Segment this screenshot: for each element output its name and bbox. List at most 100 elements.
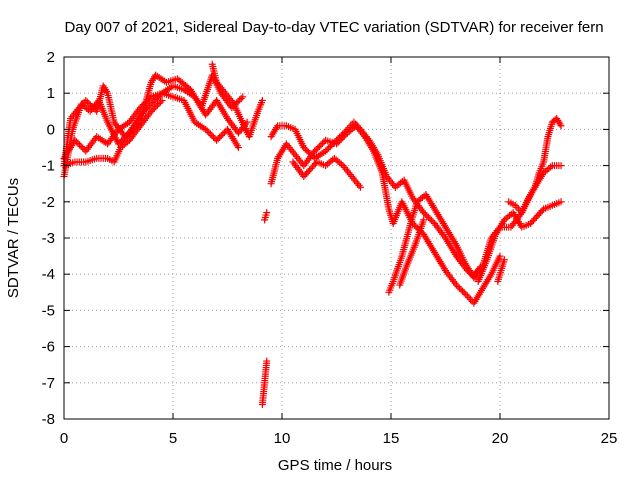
- data-point: [424, 213, 432, 221]
- data-point: [263, 357, 271, 365]
- data-point: [147, 107, 155, 115]
- data-point: [82, 96, 90, 104]
- data-point: [149, 99, 157, 107]
- data-point: [71, 136, 79, 144]
- data-point: [557, 122, 565, 130]
- data-point: [322, 147, 330, 155]
- data-point: [303, 147, 311, 155]
- data-point: [209, 133, 217, 141]
- data-point: [206, 130, 214, 138]
- data-point: [410, 221, 418, 229]
- data-point: [219, 130, 227, 138]
- data-point: [496, 252, 504, 260]
- x-axis-label: GPS time / hours: [278, 457, 392, 474]
- data-point: [122, 132, 130, 140]
- data-point: [320, 138, 328, 146]
- data-point: [152, 103, 160, 111]
- data-point: [139, 101, 147, 109]
- data-point: [420, 216, 428, 224]
- y-tick-label: -5: [42, 302, 55, 319]
- data-point: [144, 96, 152, 104]
- data-point: [141, 106, 149, 114]
- data-point: [150, 97, 158, 105]
- data-point: [336, 137, 344, 145]
- series-track-c: [60, 89, 242, 162]
- data-point: [312, 146, 320, 154]
- data-point: [325, 144, 333, 152]
- data-point: [115, 140, 122, 148]
- y-tick-label: 0: [47, 121, 55, 138]
- data-point: [460, 289, 468, 297]
- data-point: [216, 133, 224, 141]
- grid-lines: [64, 57, 609, 419]
- data-point: [74, 139, 82, 147]
- data-point: [144, 103, 152, 111]
- y-tick-label: 1: [47, 85, 55, 102]
- series-track-i: [267, 122, 504, 307]
- data-point: [239, 93, 247, 101]
- y-tick-label: -1: [42, 158, 55, 175]
- data-point: [150, 104, 158, 112]
- x-tick-label: 0: [60, 430, 68, 447]
- data-point: [153, 101, 161, 109]
- data-point: [149, 106, 157, 114]
- series-track-e: [208, 60, 266, 141]
- data-point: [208, 132, 216, 140]
- data-point: [426, 215, 434, 223]
- x-tick-label: 15: [383, 430, 400, 447]
- data-point: [72, 138, 80, 146]
- data-point: [234, 144, 242, 151]
- data-point: [205, 129, 213, 137]
- data-point: [85, 100, 93, 108]
- data-point: [146, 94, 154, 102]
- data-point: [356, 183, 364, 191]
- data-point: [323, 146, 331, 154]
- series-track-j: [289, 154, 364, 191]
- data-point: [237, 94, 245, 102]
- data-point: [147, 100, 155, 108]
- data-point: [236, 96, 244, 104]
- data-point: [538, 207, 546, 215]
- data-point: [420, 209, 428, 217]
- chart-title: Day 007 of 2021, Sidereal Day-to-day VTE…: [64, 19, 603, 36]
- data-point: [157, 98, 165, 106]
- data-markers: [60, 60, 565, 409]
- data-point: [452, 281, 460, 289]
- data-point: [304, 148, 312, 156]
- data-point: [334, 138, 342, 146]
- series-track-g: [258, 357, 271, 409]
- y-tick-label: -2: [42, 194, 55, 211]
- data-point: [155, 100, 163, 108]
- data-point: [158, 96, 166, 104]
- data-point: [318, 139, 326, 147]
- series-track-d: [60, 96, 166, 170]
- series-track-h: [267, 118, 480, 282]
- data-point: [234, 97, 242, 105]
- y-tick-label: -3: [42, 230, 55, 247]
- y-tick-label: 2: [47, 49, 55, 66]
- series-track-p: [505, 115, 565, 217]
- data-point: [462, 290, 470, 298]
- data-point: [333, 140, 340, 148]
- data-point: [463, 292, 471, 300]
- data-point: [138, 102, 146, 110]
- data-point: [143, 97, 151, 105]
- data-point: [258, 96, 266, 104]
- data-point: [342, 131, 350, 139]
- data-point: [311, 147, 319, 155]
- data-point: [214, 135, 222, 143]
- data-point: [83, 98, 91, 106]
- x-tick-label: 25: [601, 430, 618, 447]
- series-track-n: [474, 198, 565, 285]
- data-point: [459, 287, 467, 295]
- data-point: [421, 210, 429, 218]
- data-point: [202, 125, 210, 133]
- y-tick-label: -6: [42, 339, 55, 356]
- data-point: [77, 142, 85, 150]
- data-point: [119, 135, 127, 143]
- data-point: [427, 216, 435, 224]
- data-point: [79, 144, 87, 152]
- data-point: [263, 209, 271, 217]
- data-point: [213, 136, 221, 144]
- data-point: [339, 134, 347, 142]
